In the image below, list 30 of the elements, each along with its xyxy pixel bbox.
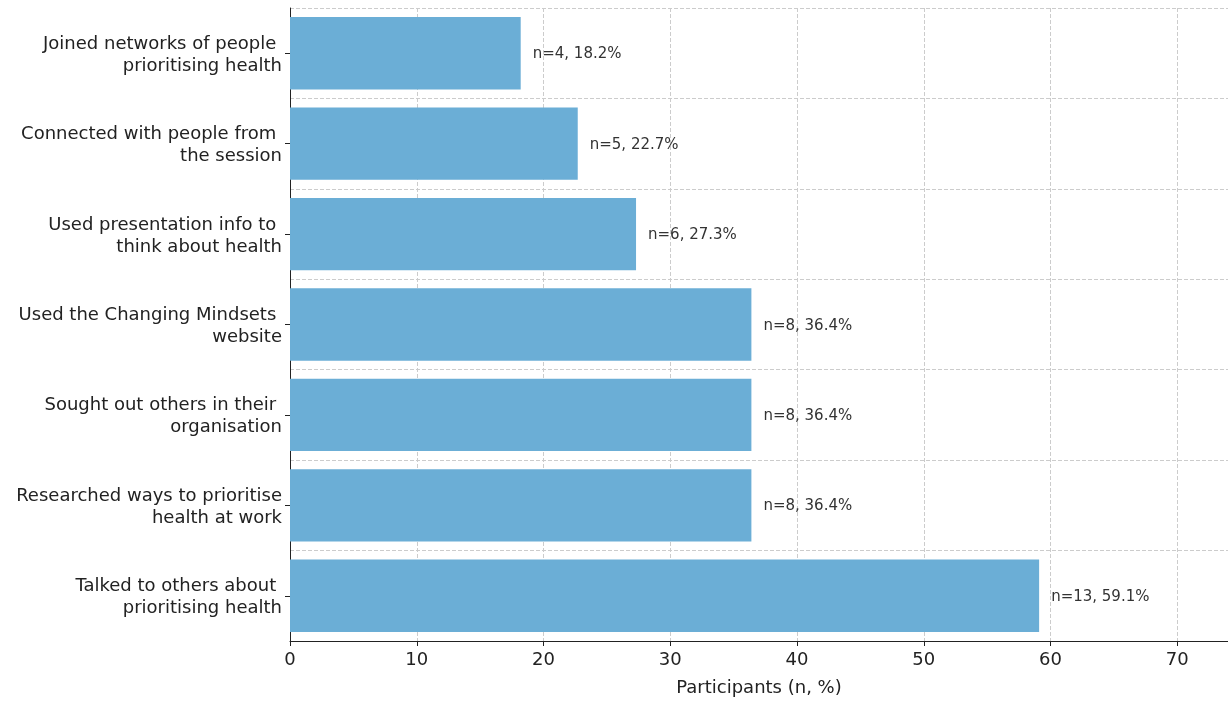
x-tick-label: 60 (1039, 647, 1062, 669)
x-tick-label: 50 (912, 647, 936, 669)
y-tick-label: Joined networks of people prioritising health (42, 31, 282, 75)
data-label: n=8, 36.4% (763, 315, 853, 334)
bar (290, 559, 1040, 632)
bar (290, 17, 521, 90)
x-tick-label: 70 (1165, 647, 1189, 669)
x-tick-label: 40 (785, 647, 809, 669)
y-tick-label: Used the Changing Mindsets website (18, 303, 282, 346)
data-label: n=13, 59.1% (1051, 586, 1150, 605)
y-tick-label: Sought out others in their organisation (44, 393, 282, 437)
y-tick-label: Researched ways to prioritise health at work (16, 483, 283, 527)
x-tick-label: 20 (532, 647, 555, 669)
y-tick-label: Connected with people from the session (21, 122, 282, 166)
data-label: n=4, 18.2% (532, 44, 622, 63)
bar (290, 378, 752, 452)
y-tick-label: Used presentation info to think about health (48, 212, 282, 256)
data-label: n=6, 27.3% (648, 225, 737, 244)
data-label: n=8, 36.4% (763, 405, 853, 424)
x-tick-label: 30 (658, 647, 682, 669)
x-tick-label: 0 (284, 647, 296, 669)
bar (290, 197, 637, 271)
bar (290, 288, 752, 361)
bar (290, 469, 752, 542)
data-label: n=5, 22.7% (589, 134, 679, 153)
data-label: n=8, 36.4% (763, 496, 853, 515)
x-axis-title: Participants (n, %) (676, 675, 842, 697)
bar (290, 107, 578, 180)
x-tick-label: 10 (405, 647, 429, 669)
y-tick-label: Talked to others about prioritising health (74, 574, 282, 618)
